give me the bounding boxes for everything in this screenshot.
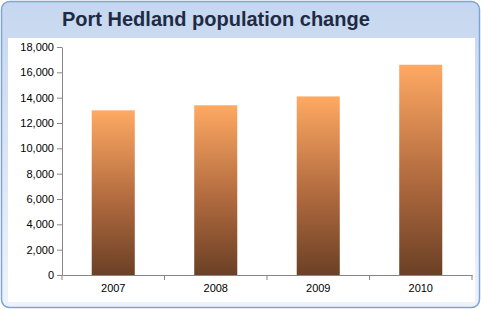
tick: 2,000 xyxy=(26,244,62,256)
tick: 16,000 xyxy=(20,66,62,78)
chart: Port Hedland population change 0 2,000 4,00… xyxy=(0,0,481,309)
tick: 0 xyxy=(48,269,62,281)
tick-mark xyxy=(57,199,62,200)
separator xyxy=(62,275,63,280)
tick: 12,000 xyxy=(20,117,62,129)
bar xyxy=(297,96,340,275)
tick-label: 6,000 xyxy=(26,193,54,205)
tick: 18,000 xyxy=(20,41,62,53)
bar xyxy=(399,65,442,275)
tick-label: 2007 xyxy=(101,282,125,294)
separator xyxy=(267,275,268,280)
tick-label: 2010 xyxy=(409,282,433,294)
tick-mark xyxy=(57,72,62,73)
tick: 6,000 xyxy=(26,193,62,205)
tick: 2008 xyxy=(204,275,228,294)
tick: 4,000 xyxy=(26,218,62,230)
tick-label: 4,000 xyxy=(26,218,54,230)
category-separators xyxy=(62,275,472,280)
tick-label: 18,000 xyxy=(20,41,54,53)
tick-mark xyxy=(57,224,62,225)
tick: 14,000 xyxy=(20,92,62,104)
tick-mark xyxy=(57,123,62,124)
tick-label: 2008 xyxy=(204,282,228,294)
tick: 10,000 xyxy=(20,142,62,154)
tick: 2007 xyxy=(101,275,125,294)
tick-label: 16,000 xyxy=(20,66,54,78)
separator xyxy=(369,275,370,280)
tick: 2009 xyxy=(306,275,330,294)
tick-label: 8,000 xyxy=(26,168,54,180)
tick-mark xyxy=(57,98,62,99)
axis-line xyxy=(62,48,63,276)
bar xyxy=(194,105,237,275)
separator xyxy=(472,275,473,280)
tick-mark xyxy=(57,250,62,251)
tick-label: 12,000 xyxy=(20,117,54,129)
y-axis: 0 2,000 4,000 6,000 8,000 10,000 12,000 14,000 1… xyxy=(20,41,62,281)
tick-mark xyxy=(57,174,62,175)
tick-label: 2,000 xyxy=(26,244,54,256)
bars xyxy=(92,65,443,275)
tick-label: 14,000 xyxy=(20,92,54,104)
tick-label: 10,000 xyxy=(20,142,54,154)
separator xyxy=(164,275,165,280)
tick-label: 2009 xyxy=(306,282,330,294)
background xyxy=(2,2,480,308)
plot-area xyxy=(8,38,475,302)
tick-label: 0 xyxy=(48,269,54,281)
tick: 8,000 xyxy=(26,168,62,180)
tick-mark xyxy=(57,275,62,276)
tick-mark xyxy=(57,148,62,149)
x-axis: 2007 2008 2009 2010 xyxy=(63,275,473,294)
title: Port Hedland population change xyxy=(62,8,370,30)
tick-mark xyxy=(57,47,62,48)
bar xyxy=(92,110,135,275)
tick: 2010 xyxy=(409,275,433,294)
